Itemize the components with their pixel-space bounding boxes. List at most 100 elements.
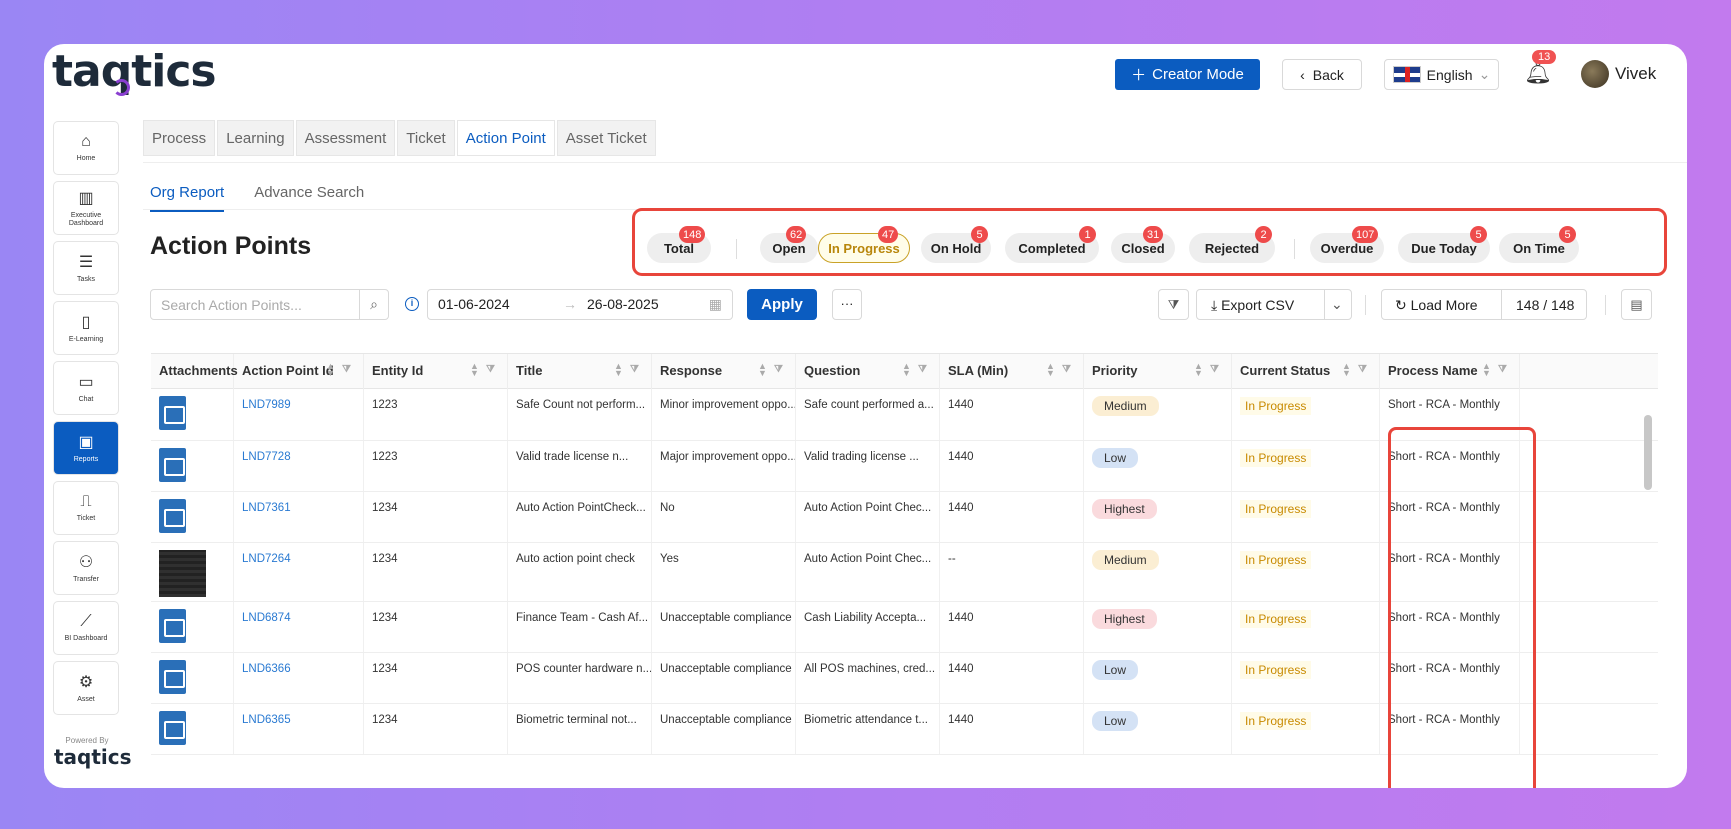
sidebar-item-chat[interactable]: ▭ Chat: [53, 361, 119, 415]
sidebar-item-home[interactable]: ⌂ Home: [53, 121, 119, 175]
sidebar-item-e-learning[interactable]: ▯ E-Learning: [53, 301, 119, 355]
filter-icon[interactable]: ⧩: [1158, 289, 1189, 320]
cell-id[interactable]: LND6366: [234, 653, 364, 703]
table-scrollbar[interactable]: [1644, 387, 1652, 787]
user-name[interactable]: Vivek: [1615, 64, 1657, 83]
sort-icon[interactable]: ▲ ▼: [1342, 361, 1351, 378]
table-row[interactable]: LND7728 1223 Valid trade license n... Major…: [151, 441, 1658, 492]
column-header-entity-id[interactable]: Entity Id ▲ ▼ ⧩: [364, 354, 508, 389]
image-icon[interactable]: [159, 609, 186, 643]
status-pill-closed[interactable]: Closed: [1111, 233, 1175, 263]
cell-id[interactable]: LND7728: [234, 441, 364, 491]
column-header-response[interactable]: Response ▲ ▼ ⧩: [652, 354, 796, 389]
image-icon[interactable]: [159, 711, 186, 745]
info-icon[interactable]: i: [405, 297, 419, 311]
filter-icon[interactable]: ⧩: [1498, 364, 1507, 375]
sort-icon[interactable]: ▲ ▼: [470, 361, 479, 378]
sidebar-item-bi-dashboard[interactable]: ⟋ BI Dashboard: [53, 601, 119, 655]
column-header-current-status[interactable]: Current Status ▲ ▼ ⧩: [1232, 354, 1380, 389]
table-row[interactable]: LND7361 1234 Auto Action PointCheck... No Au…: [151, 492, 1658, 543]
image-icon[interactable]: [159, 499, 186, 533]
tab-process[interactable]: Process: [143, 120, 216, 156]
cell-id[interactable]: LND6365: [234, 704, 364, 754]
status-pill-on-hold[interactable]: On Hold: [921, 233, 991, 263]
search-icon[interactable]: ⌕: [359, 289, 389, 320]
apply-button[interactable]: Apply: [747, 289, 817, 320]
column-header-question[interactable]: Question ▲ ▼ ⧩: [796, 354, 940, 389]
date-to[interactable]: 26-08-2025: [587, 296, 659, 312]
cell-id[interactable]: LND7361: [234, 492, 364, 542]
table-row[interactable]: LND7989 1223 Safe Count not perform... Mino…: [151, 389, 1658, 441]
column-settings-icon[interactable]: ▤: [1621, 289, 1652, 320]
more-options-button[interactable]: ···: [832, 289, 862, 320]
load-more-button[interactable]: ↻ Load More 148 / 148: [1381, 289, 1587, 320]
sort-icon[interactable]: ▲ ▼: [758, 361, 767, 378]
tab-learning[interactable]: Learning: [217, 120, 294, 156]
filter-icon[interactable]: ⧩: [630, 364, 639, 375]
tab-action-point[interactable]: Action Point: [456, 120, 555, 156]
sort-icon[interactable]: ▲ ▼: [1482, 361, 1491, 378]
cell-id[interactable]: LND6874: [234, 602, 364, 652]
sidebar-item-asset[interactable]: ⚙ Asset: [53, 661, 119, 715]
sort-icon[interactable]: ▲ ▼: [902, 361, 911, 378]
sidebar-item-tasks[interactable]: ☰ Tasks: [53, 241, 119, 295]
tab-assessment[interactable]: Assessment: [295, 120, 396, 156]
filter-icon[interactable]: ⧩: [342, 364, 351, 375]
cell-attachment[interactable]: [151, 389, 234, 440]
sort-icon[interactable]: ▲ ▼: [326, 361, 335, 378]
cell-attachment[interactable]: [151, 653, 234, 703]
sidebar-item-executive-dashboard[interactable]: ▥ Executive Dashboard: [53, 181, 119, 235]
cell-id[interactable]: LND7989: [234, 389, 364, 440]
tab-asset-ticket[interactable]: Asset Ticket: [556, 120, 656, 156]
cell-attachment[interactable]: [151, 704, 234, 754]
column-header-attachments[interactable]: Attachments: [151, 354, 238, 389]
subtab-org-report[interactable]: Org Report: [150, 184, 225, 212]
tab-ticket[interactable]: Ticket: [397, 120, 455, 156]
sidebar-item-reports[interactable]: ▣ Reports: [53, 421, 119, 475]
subtab-advance-search[interactable]: Advance Search: [254, 184, 365, 201]
cell-attachment[interactable]: [151, 492, 234, 542]
filter-icon[interactable]: ⧩: [486, 364, 495, 375]
scrollbar-thumb[interactable]: [1644, 415, 1652, 490]
search-input[interactable]: Search Action Points...: [150, 289, 360, 320]
sidebar-item-ticket[interactable]: ⎍ Ticket: [53, 481, 119, 535]
status-pill-in-progress[interactable]: In Progress: [818, 233, 910, 263]
filter-icon[interactable]: ⧩: [1210, 364, 1219, 375]
status-pill-rejected[interactable]: Rejected: [1189, 233, 1275, 263]
export-csv-button[interactable]: ⤓ Export CSV ⌄: [1196, 289, 1352, 320]
cell-attachment[interactable]: [151, 543, 234, 601]
sort-icon[interactable]: ▲ ▼: [614, 361, 623, 378]
cell-attachment[interactable]: [151, 602, 234, 652]
creator-mode-button[interactable]: ＋ Creator Mode: [1115, 59, 1260, 90]
avatar[interactable]: [1581, 60, 1609, 88]
cell-attachment[interactable]: [151, 441, 234, 491]
column-header-title[interactable]: Title ▲ ▼ ⧩: [508, 354, 652, 389]
sort-icon[interactable]: ▲ ▼: [1046, 361, 1055, 378]
column-header-sla-min-[interactable]: SLA (Min) ▲ ▼ ⧩: [940, 354, 1084, 389]
filter-icon[interactable]: ⧩: [1358, 364, 1367, 375]
chevron-down-icon[interactable]: ⌄: [1331, 296, 1343, 312]
date-from[interactable]: 01-06-2024: [438, 296, 510, 312]
table-row[interactable]: LND6366 1234 POS counter hardware n... Unac…: [151, 653, 1658, 704]
sidebar-item-transfer[interactable]: ⚇ Transfer: [53, 541, 119, 595]
status-pill-completed[interactable]: Completed: [1005, 233, 1099, 263]
table-row[interactable]: LND6365 1234 Biometric terminal not... Unac…: [151, 704, 1658, 755]
filter-icon[interactable]: ⧩: [1062, 364, 1071, 375]
image-icon[interactable]: [159, 660, 186, 694]
back-button[interactable]: ‹ Back: [1282, 59, 1362, 90]
status-pill-due-today[interactable]: Due Today: [1398, 233, 1490, 263]
column-header-action-point-id[interactable]: Action Point Id ▲ ▼ ⧩: [234, 354, 364, 389]
bell-icon[interactable]: 🔔︎: [1524, 60, 1552, 85]
date-range-picker[interactable]: 01-06-2024 → 26-08-2025 ▦: [427, 289, 733, 320]
column-header-priority[interactable]: Priority ▲ ▼ ⧩: [1084, 354, 1232, 389]
language-select[interactable]: English ⌄: [1384, 59, 1499, 90]
column-header-process-name[interactable]: Process Name ▲ ▼ ⧩: [1380, 354, 1520, 389]
sort-icon[interactable]: ▲ ▼: [1194, 361, 1203, 378]
filter-icon[interactable]: ⧩: [774, 364, 783, 375]
image-icon[interactable]: [159, 448, 186, 482]
cell-id[interactable]: LND7264: [234, 543, 364, 601]
table-row[interactable]: LND6874 1234 Finance Team - Cash Af... Unac…: [151, 602, 1658, 653]
table-row[interactable]: LND7264 1234 Auto action point check Yes Aut…: [151, 543, 1658, 602]
image-icon[interactable]: [159, 396, 186, 430]
filter-icon[interactable]: ⧩: [918, 364, 927, 375]
